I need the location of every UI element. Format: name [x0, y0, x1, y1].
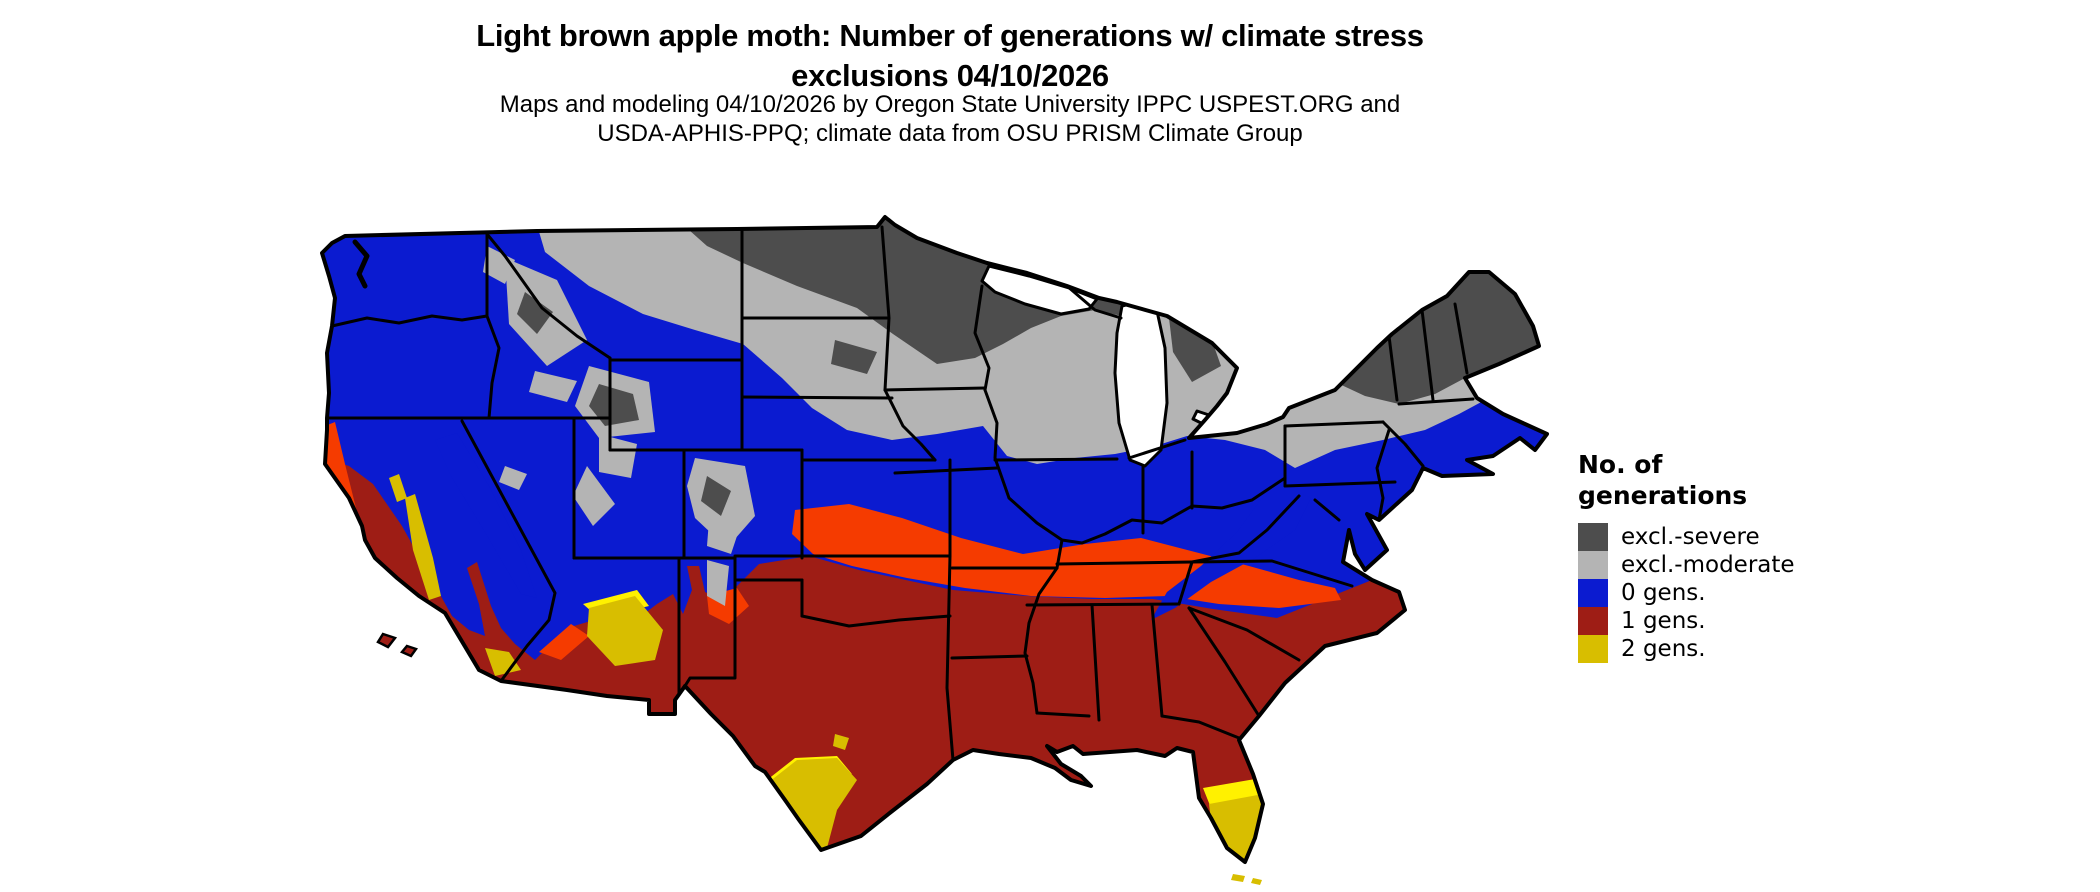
region-2-gens-ca-valley2: [389, 474, 407, 502]
florida-keys-1: [1231, 874, 1245, 882]
border-ia-river-west: [883, 388, 937, 462]
state-borders: [325, 225, 1475, 762]
patch-excl-moderate-snake: [529, 371, 577, 402]
border-mn-ia: [883, 386, 987, 392]
border-ga-sc: [1187, 606, 1261, 718]
legend-row-2-gens: 2 gens.: [1578, 635, 1908, 663]
legend-label-excl-moderate: excl.-moderate: [1621, 552, 1795, 578]
region-2-gens-az: [587, 596, 663, 666]
legend-label-1-gens: 1 gens.: [1621, 608, 1706, 634]
border-al-ga: [1150, 603, 1164, 718]
title-block: Light brown apple moth: Number of genera…: [290, 16, 1610, 95]
region-excl-severe-northeast: [1329, 272, 1539, 404]
border-mi-south: [1127, 438, 1187, 460]
legend-row-0-gens: 0 gens.: [1578, 579, 1908, 607]
legend-row-1-gens: 1 gens.: [1578, 607, 1908, 635]
border-id-west: [485, 232, 501, 420]
region-2-gens-stx: [769, 758, 857, 850]
border-wa-or: [330, 314, 489, 328]
border-potomac: [1313, 498, 1341, 522]
patch-excl-moderate-co-s: [707, 520, 739, 554]
border-ca-nv: [460, 419, 557, 683]
border-la-ms: [1035, 711, 1091, 718]
page-subtitle-line1: Maps and modeling 04/10/2026 by Oregon S…: [499, 91, 1401, 118]
us-map-svg: [320, 215, 1549, 885]
region-2-gens-imperial: [485, 648, 521, 676]
page-subtitle: Maps and modeling 04/10/2026 by Oregon S…: [290, 90, 1610, 149]
puget-sound: [352, 239, 370, 289]
border-pa-ny: [1283, 420, 1385, 428]
channel-island-2: [399, 644, 419, 658]
patch-excl-moderate-nm: [707, 560, 729, 606]
patch-excl-severe-mt-id: [517, 292, 553, 334]
patch-excl-severe-yellowstone: [589, 384, 639, 426]
border-wi-il: [993, 457, 1119, 462]
border-wi-mi-up: [1065, 284, 1123, 320]
border-ms-al: [1090, 603, 1101, 722]
border-nm-tx: [683, 556, 737, 688]
region-2-gens-tx-coast-dot: [833, 734, 849, 750]
florida-keys-2: [1251, 878, 1262, 885]
legend-row-excl-moderate: excl.-moderate: [1578, 551, 1908, 579]
border-ok-tx-east: [945, 554, 955, 762]
us-generations-map: [237, 168, 1567, 890]
border-ga-fl: [1160, 714, 1241, 740]
legend-swatch-excl-moderate: [1578, 551, 1608, 579]
page-title-line2: exclusions 04/10/2026: [791, 57, 1109, 93]
region-2-gens-ca-valley: [405, 494, 441, 600]
border-nh-me: [1453, 302, 1469, 375]
border-mason-dixon: [1283, 480, 1397, 488]
legend-label-excl-severe: excl.-severe: [1621, 524, 1760, 550]
border-nj-pa: [1375, 428, 1391, 522]
border-tn-south: [1025, 602, 1181, 607]
patch-excl-moderate-ut-s: [573, 466, 615, 526]
legend-items: excl.-severe excl.-moderate 0 gens. 1 ge…: [1578, 523, 1908, 663]
legend-swatch-excl-severe: [1578, 523, 1608, 551]
border-mississippi-river: [983, 388, 1064, 715]
region-1-gens-south: [325, 458, 1405, 862]
legend-row-excl-severe: excl.-severe: [1578, 523, 1908, 551]
border-ar-la: [950, 654, 1029, 660]
legend-swatch-1-gens: [1578, 607, 1608, 635]
border-red-river: [800, 614, 952, 628]
region-excl-severe-sd-patch: [831, 340, 877, 374]
border-nc-sc: [1187, 606, 1301, 662]
legend-label-0-gens: 0 gens.: [1621, 580, 1706, 606]
region-0-gens-sierra: [435, 433, 537, 598]
region-0-gens-appalachians: [1151, 482, 1311, 620]
legend-swatch-0-gens: [1578, 579, 1608, 607]
channel-island-1: [376, 632, 398, 649]
border-mn-wi: [973, 284, 991, 392]
page-title-line1: Light brown apple moth: Number of genera…: [476, 18, 1424, 53]
map-legend: No. of generations excl.-severe excl.-mo…: [1578, 450, 1908, 663]
border-va-wv-ky: [1190, 494, 1301, 564]
region-transition-orange-az: [539, 624, 589, 660]
patch-excl-severe-co: [701, 476, 731, 516]
border-mn-west: [880, 225, 891, 392]
patch-excl-moderate-nv: [499, 466, 527, 490]
border-vt-nh: [1420, 308, 1435, 402]
border-ky-tn-va-nc: [1055, 559, 1354, 588]
patch-excl-moderate-n-id: [483, 246, 515, 284]
page-subtitle-line2: USDA-APHIS-PPQ; climate data from OSU PR…: [597, 120, 1303, 148]
border-ohio-river: [1060, 476, 1287, 545]
legend-label-2-gens: 2 gens.: [1621, 636, 1706, 662]
region-2-gens-fl: [1209, 794, 1263, 862]
border-ma-north: [1397, 397, 1475, 406]
legend-swatch-2-gens: [1578, 635, 1608, 663]
border-ny-vt: [1387, 334, 1399, 402]
us-outline: [320, 215, 1549, 864]
border-ia-mo: [893, 466, 999, 475]
page-title: Light brown apple moth: Number of genera…: [290, 16, 1610, 95]
border-id-mt: [485, 232, 612, 360]
border-sd-ne: [740, 395, 894, 400]
legend-title: No. of generations: [1578, 450, 1748, 510]
border-tn-nc: [1177, 560, 1194, 606]
